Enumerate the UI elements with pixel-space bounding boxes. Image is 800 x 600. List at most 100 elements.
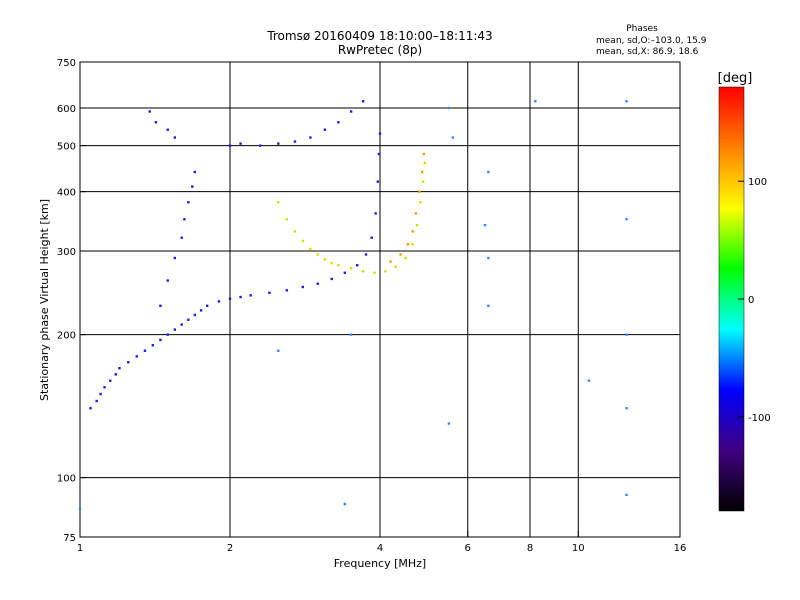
data-point	[173, 136, 177, 139]
data-point	[285, 218, 288, 221]
x-tick-label: 2	[227, 543, 233, 554]
data-point	[378, 132, 382, 135]
data-point	[625, 407, 628, 410]
data-point	[180, 236, 183, 239]
data-point	[183, 218, 186, 221]
data-point	[205, 304, 209, 308]
y-tick-label: 400	[57, 188, 76, 199]
data-point	[625, 493, 628, 497]
data-point	[166, 333, 169, 336]
x-tick-label: 8	[527, 543, 533, 554]
colorbar-tick-label: -100	[748, 413, 771, 424]
data-point	[534, 100, 537, 103]
x-tick-label: 10	[572, 543, 585, 554]
y-axis-ticks: 75 100 200 300 400 500 600 750	[57, 58, 86, 544]
x-tick-label: 4	[377, 543, 383, 554]
data-point	[377, 152, 381, 156]
x-axis-label: Frequency [MHz]	[334, 557, 426, 570]
data-point	[277, 201, 280, 204]
data-point	[422, 152, 426, 156]
data-point	[423, 161, 426, 165]
data-point	[135, 355, 138, 358]
colorbar-label: [deg]	[718, 71, 753, 86]
data-point	[285, 289, 288, 292]
data-point	[337, 121, 340, 124]
data-point	[349, 267, 353, 270]
y-tick-label: 300	[57, 247, 76, 258]
data-point	[625, 333, 628, 336]
data-point	[217, 300, 221, 303]
data-point	[187, 318, 190, 321]
data-point	[323, 128, 327, 131]
data-point	[415, 224, 419, 227]
data-point	[89, 407, 92, 410]
data-point	[411, 243, 414, 246]
data-point	[625, 218, 628, 221]
data-point	[337, 264, 340, 267]
data-point	[309, 136, 312, 139]
y-tick-label: 500	[57, 142, 76, 153]
data-point	[330, 277, 333, 281]
gridlines	[80, 62, 680, 537]
stats-line-o: mean, sd,O:–103.0, 15.9	[596, 36, 707, 46]
data-point	[173, 256, 177, 260]
data-point	[118, 366, 121, 370]
data-point	[193, 313, 197, 317]
data-point	[277, 349, 280, 352]
data-point	[451, 136, 455, 139]
data-point	[154, 121, 158, 124]
data-point	[625, 100, 628, 103]
data-point	[420, 170, 424, 174]
data-point	[406, 243, 410, 246]
colorbar-tick-label: 0	[748, 295, 754, 306]
data-point	[404, 256, 407, 260]
data-point	[323, 258, 327, 261]
data-point	[418, 190, 421, 193]
data-point	[228, 144, 232, 147]
data-point	[99, 392, 102, 396]
data-point	[180, 323, 183, 326]
data-point	[239, 295, 242, 299]
data-point	[199, 309, 203, 312]
data-point	[399, 253, 402, 256]
data-point	[587, 379, 591, 382]
data-point	[173, 328, 177, 331]
y-tick-label: 200	[57, 331, 76, 342]
data-point	[349, 110, 353, 113]
data-point	[330, 261, 333, 265]
chart-subtitle: RwPretec (8p)	[338, 43, 422, 57]
data-point	[389, 260, 392, 263]
data-point	[343, 271, 347, 274]
data-point	[166, 279, 169, 282]
data-point	[447, 106, 451, 110]
y-tick-label: 600	[57, 104, 76, 115]
y-tick-label: 100	[57, 474, 76, 485]
data-point	[376, 180, 380, 183]
data-point	[316, 253, 319, 256]
data-point	[373, 271, 376, 274]
data-point	[191, 185, 194, 188]
data-point	[343, 502, 347, 506]
data-point	[355, 264, 359, 267]
data-point	[228, 297, 232, 300]
data-point	[293, 140, 297, 143]
data-point	[487, 256, 490, 260]
colorbar-ticks: 100 0 -100	[738, 177, 771, 424]
plot-area: 1 2 4 6 8 10 16 75 100 200 300 400 500 600 750	[57, 58, 686, 554]
data-point	[127, 361, 130, 364]
data-point	[361, 100, 365, 103]
data-point	[487, 304, 490, 308]
data-point	[370, 236, 373, 239]
x-axis-ticks: 1 2 4 6 8 10 16	[77, 531, 686, 554]
data-point	[114, 373, 118, 376]
data-point	[148, 110, 151, 113]
data-point	[159, 304, 162, 308]
data-point	[95, 399, 98, 403]
colorbar-tick-label: 100	[748, 177, 767, 188]
data-point	[419, 201, 422, 204]
data-point	[483, 224, 487, 227]
data-point	[277, 142, 280, 145]
colorbar: [deg] 100 0 -100	[718, 71, 771, 512]
data-point	[301, 285, 305, 289]
